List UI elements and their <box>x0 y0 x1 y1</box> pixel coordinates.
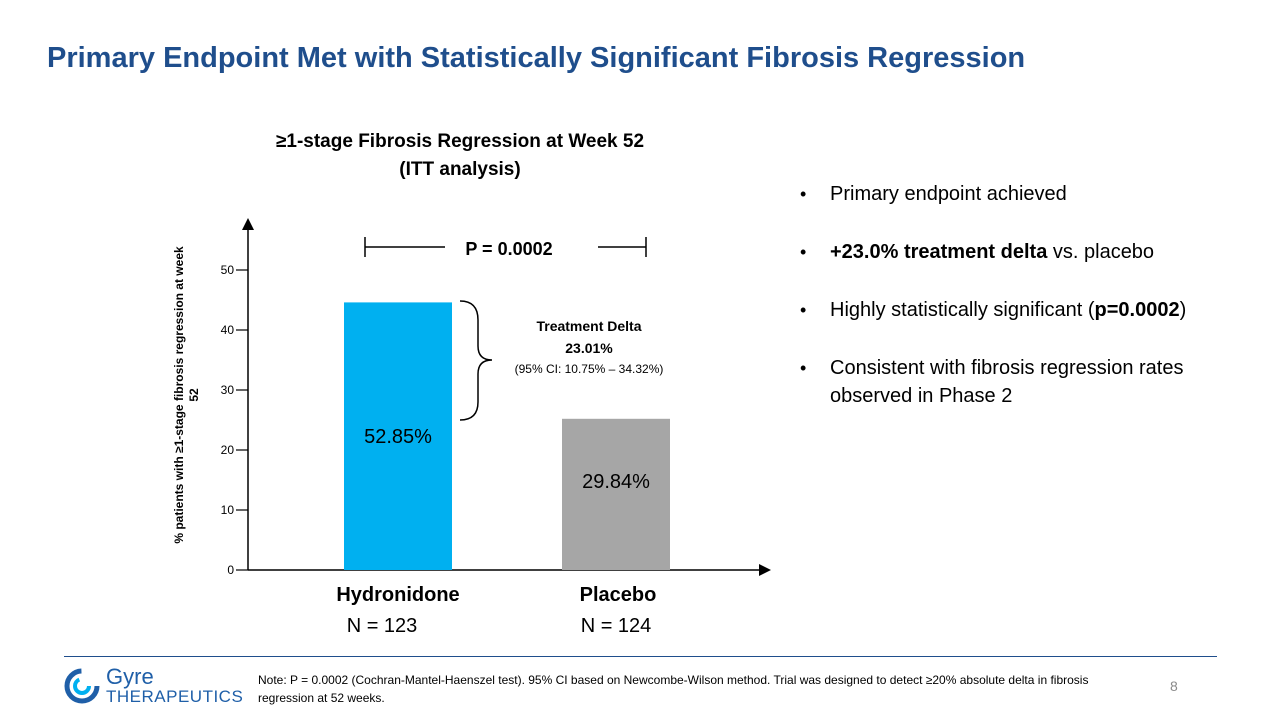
chart-title-line-1: ≥1-stage Fibrosis Regression at Week 52 <box>275 131 645 152</box>
treatment-delta-value: 23.01% <box>565 340 613 356</box>
treatment-delta-brace <box>459 300 493 421</box>
category-n-label: N = 123 <box>347 615 418 637</box>
bar-value-label: 29.84% <box>582 471 650 493</box>
logo-name: Gyre <box>106 664 154 689</box>
bullet-item: Highly statistically significant (p=0.00… <box>800 296 1220 324</box>
treatment-delta-title: Treatment Delta <box>536 318 641 334</box>
bullet-bold-text: +23.0% treatment delta <box>830 241 1048 263</box>
bullet-text: Consistent with fibrosis regression rate… <box>830 357 1184 407</box>
chart-title-line-2: (ITT analysis) <box>399 159 521 180</box>
footnote: Note: P = 0.0002 (Cochran-Mantel-Haensze… <box>258 673 1089 705</box>
page-number: 8 <box>1170 678 1178 694</box>
y-tick-label: 50 <box>221 263 235 277</box>
y-tick-label: 40 <box>221 323 235 337</box>
y-tick-label: 10 <box>221 503 235 517</box>
bullet-item: +23.0% treatment delta vs. placebo <box>800 238 1220 266</box>
bullet-text: Primary endpoint achieved <box>830 183 1067 205</box>
slide-title: Primary Endpoint Met with Statistically … <box>47 42 1026 74</box>
chart-title: ≥1-stage Fibrosis Regression at Week 52 … <box>240 128 680 184</box>
y-tick-label: 20 <box>221 443 235 457</box>
bullet-text: vs. placebo <box>1047 241 1155 263</box>
y-tick-label: 30 <box>221 383 235 397</box>
category-label: Hydronidone <box>336 584 459 606</box>
y-tick-label: 0 <box>227 563 234 577</box>
gyre-swirl-icon <box>64 668 100 704</box>
category-n-label: N = 124 <box>581 615 652 637</box>
y-axis-label: % patients with ≥1-stage fibrosis regres… <box>172 246 201 544</box>
bullet-item: Primary endpoint achieved <box>800 180 1220 208</box>
category-label: Placebo <box>580 584 657 606</box>
bar-hydronidone <box>344 302 452 570</box>
key-points-list: Primary endpoint achieved +23.0% treatme… <box>800 180 1220 440</box>
company-logo: Gyre THERAPEUTICS <box>64 666 244 710</box>
bullet-text: Highly statistically significant ( <box>830 299 1095 321</box>
treatment-delta-ci: (95% CI: 10.75% – 34.32%) <box>515 362 664 376</box>
bullet-text: ) <box>1179 299 1187 321</box>
bar-placebo <box>562 418 670 570</box>
logo-subtitle: THERAPEUTICS <box>106 687 244 706</box>
bullet-bold-text: p=0.0002 <box>1094 299 1180 321</box>
bullet-item: Consistent with fibrosis regression rate… <box>800 354 1220 410</box>
footer-divider <box>64 656 1217 657</box>
bar-chart: 0 10 20 30 40 50 % patients with ≥1-stage fibr… <box>172 218 771 637</box>
p-value-label: P = 0.0002 <box>465 239 552 259</box>
bar-value-label: 52.85% <box>364 426 432 448</box>
